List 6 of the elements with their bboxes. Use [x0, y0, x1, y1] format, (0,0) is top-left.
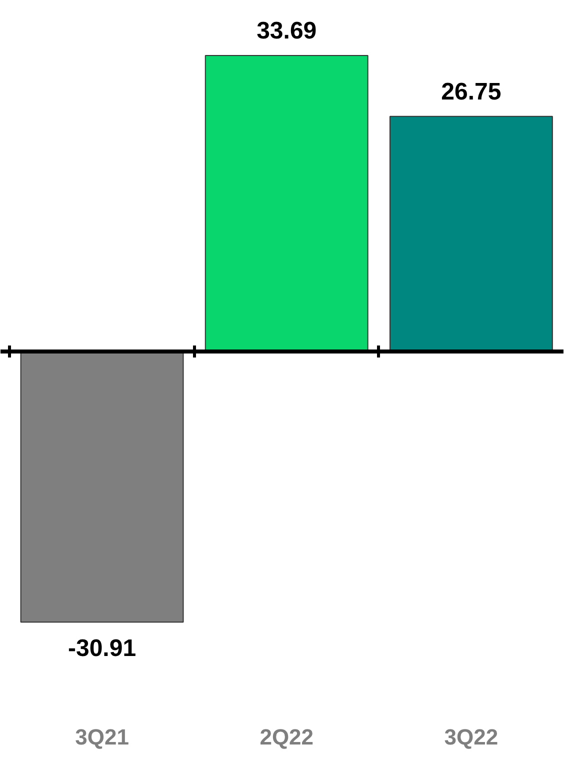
x-tick-label: 3Q22: [444, 724, 498, 750]
x-tick-label: 2Q22: [260, 724, 314, 750]
x-tick-label: 3Q21: [75, 724, 129, 750]
data-label: 33.69: [256, 18, 317, 44]
data-label: 26.75: [441, 78, 502, 106]
data-label: -30.91: [68, 635, 136, 662]
